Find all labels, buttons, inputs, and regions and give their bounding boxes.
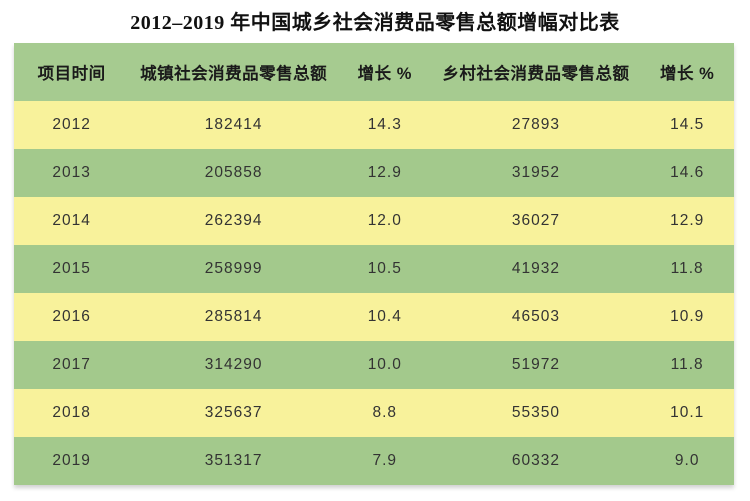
year-cell: 2016	[52, 308, 91, 325]
year-cell: 2015	[52, 260, 91, 277]
table-body: 2012 182414 14.3 27893 14.5 2013 205858 12.9 319…	[14, 101, 734, 485]
urban-growth-cell: 10.4	[367, 308, 402, 325]
urban-growth-cell: 12.9	[367, 164, 402, 181]
table-row: 2012 182414 14.3 27893 14.5	[14, 101, 734, 149]
rural-total-cell: 60332	[511, 452, 561, 469]
urban-total-cell: 205858	[204, 164, 263, 181]
urban-growth-cell: 10.0	[367, 356, 402, 373]
urban-growth-cell: 10.5	[367, 260, 402, 277]
table-row: 2016 285814 10.4 46503 10.9	[14, 293, 734, 341]
col-header-rural-growth: 增长 %	[660, 65, 715, 83]
rural-total-cell: 51972	[511, 356, 561, 373]
rural-total-cell: 31952	[511, 164, 561, 181]
rural-growth-cell: 10.9	[670, 308, 705, 325]
urban-growth-cell: 8.8	[372, 404, 398, 421]
rural-total-cell: 55350	[511, 404, 561, 421]
year-cell: 2014	[52, 212, 91, 229]
urban-total-cell: 351317	[204, 452, 263, 469]
year-cell: 2017	[52, 356, 91, 373]
rural-total-cell: 27893	[511, 116, 561, 133]
rural-total-cell: 46503	[511, 308, 561, 325]
page-title: 2012–2019 年中国城乡社会消费品零售总额增幅对比表	[130, 12, 620, 34]
urban-total-cell: 182414	[204, 116, 263, 133]
rural-total-cell: 36027	[511, 212, 561, 229]
rural-growth-cell: 12.9	[670, 212, 705, 229]
rural-growth-cell: 11.8	[670, 260, 704, 277]
table-row: 2017 314290 10.0 51972 11.8	[14, 341, 734, 389]
year-cell: 2019	[52, 452, 91, 469]
col-header-rural-total: 乡村社会消费品零售总额	[442, 65, 630, 83]
urban-growth-cell: 7.9	[372, 452, 398, 469]
urban-growth-cell: 14.3	[367, 116, 402, 133]
year-cell: 2012	[52, 116, 91, 133]
urban-total-cell: 314290	[204, 356, 263, 373]
table-header-row: 项目时间 城镇社会消费品零售总额 增长 % 乡村社会消费品零售总额 增长 %	[14, 43, 734, 101]
urban-total-cell: 258999	[204, 260, 263, 277]
urban-total-cell: 285814	[204, 308, 263, 325]
table-row: 2018 325637 8.8 55350 10.1	[14, 389, 734, 437]
rural-growth-cell: 10.1	[670, 404, 705, 421]
table-row: 2013 205858 12.9 31952 14.6	[14, 149, 734, 197]
table-row: 2015 258999 10.5 41932 11.8	[14, 245, 734, 293]
rural-growth-cell: 14.5	[670, 116, 705, 133]
urban-total-cell: 325637	[204, 404, 263, 421]
table-row: 2014 262394 12.0 36027 12.9	[14, 197, 734, 245]
urban-growth-cell: 12.0	[367, 212, 402, 229]
year-cell: 2018	[52, 404, 91, 421]
urban-total-cell: 262394	[204, 212, 263, 229]
rural-growth-cell: 9.0	[674, 452, 700, 469]
comparison-table: 项目时间 城镇社会消费品零售总额 增长 % 乡村社会消费品零售总额 增长 % 2…	[14, 43, 734, 485]
table-row: 2019 351317 7.9 60332 9.0	[14, 437, 734, 485]
col-header-urban-total: 城镇社会消费品零售总额	[140, 65, 328, 83]
col-header-urban-growth: 增长 %	[357, 65, 412, 83]
col-header-time: 项目时间	[37, 65, 106, 83]
rural-growth-cell: 11.8	[670, 356, 704, 373]
rural-total-cell: 41932	[511, 260, 561, 277]
rural-growth-cell: 14.6	[670, 164, 705, 181]
year-cell: 2013	[52, 164, 91, 181]
